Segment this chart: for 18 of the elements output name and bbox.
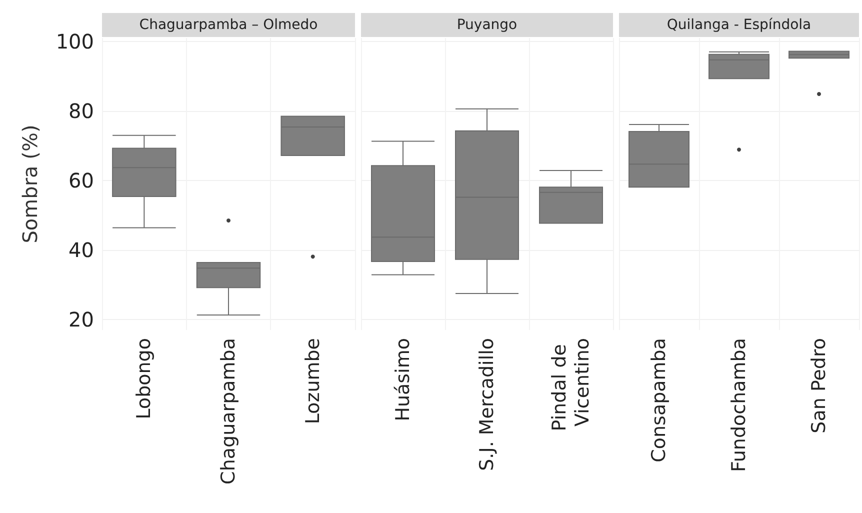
chart-title: Chaguarpamba – Olmedo [102, 13, 355, 37]
x-tick-label: Pindal de Vicentino [548, 338, 594, 432]
x-tick-label: Chaguarpamba [218, 338, 240, 484]
y-tick-label: 100 [56, 29, 94, 54]
y-axis-title: Sombra (%) [18, 124, 42, 244]
chart-title: Puyango [361, 13, 613, 37]
y-tick-label: 40 [68, 238, 94, 262]
x-tick-label: Consapamba [648, 338, 670, 462]
x-tick-label: S.J. Mercadillo [476, 338, 498, 471]
y-tick-label: 60 [68, 168, 94, 193]
x-tick-label: Huásimo [392, 338, 414, 422]
x-tick-label: San Pedro [808, 338, 830, 434]
x-tick-label: Lozumbe [302, 338, 324, 424]
x-tick-label: Fundochamba [728, 338, 750, 472]
chart-title: Quilanga - Espíndola [619, 13, 859, 37]
y-tick-label: 20 [68, 308, 94, 332]
x-tick-label: Lobongo [133, 338, 156, 420]
y-tick-label: 80 [68, 99, 94, 123]
